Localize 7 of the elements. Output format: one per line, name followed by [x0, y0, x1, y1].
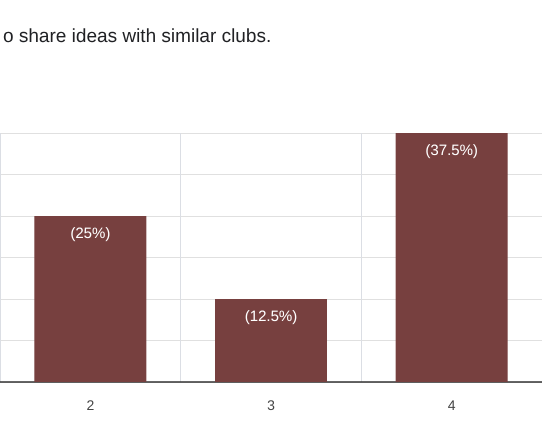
data-label: (25%) — [70, 225, 110, 242]
data-label: (12.5%) — [244, 308, 298, 325]
x-tick-label: 3 — [267, 397, 276, 413]
chart-title: o share ideas with similar clubs. — [3, 26, 272, 47]
x-tick-label: 4 — [448, 397, 456, 413]
data-label: (37.5%) — [425, 142, 478, 159]
x-tick-label: 2 — [86, 397, 94, 413]
